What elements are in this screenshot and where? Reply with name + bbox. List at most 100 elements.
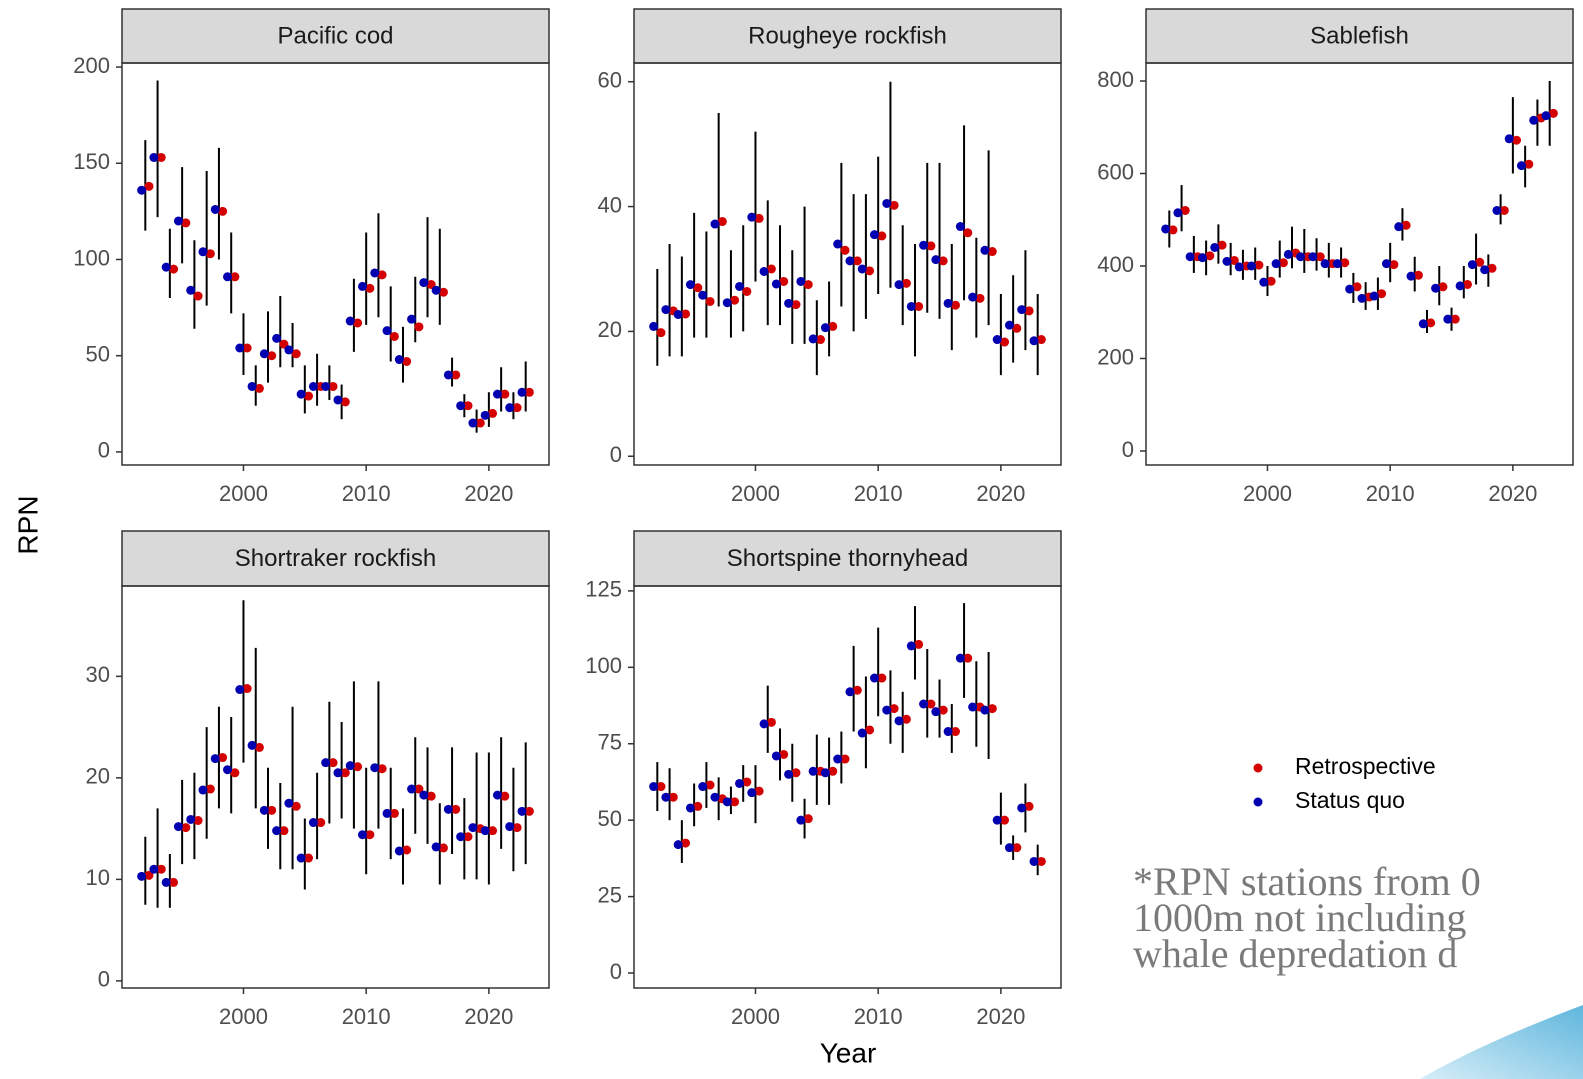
point xyxy=(500,389,510,399)
y-tick-label: 0 xyxy=(610,442,622,467)
point xyxy=(1036,856,1046,866)
point xyxy=(1389,260,1399,270)
point xyxy=(296,389,306,399)
point xyxy=(1450,314,1460,324)
x-tick-label: 2010 xyxy=(854,1004,903,1029)
point xyxy=(353,762,363,772)
point xyxy=(1296,252,1306,262)
point xyxy=(308,381,318,391)
point xyxy=(267,805,277,815)
point xyxy=(1401,220,1411,230)
legend-label: Retrospective xyxy=(1295,753,1436,779)
point xyxy=(1012,843,1022,853)
point xyxy=(1418,319,1428,329)
x-tick-label: 2010 xyxy=(342,481,391,506)
point xyxy=(296,853,306,863)
y-tick-label: 800 xyxy=(1097,67,1134,92)
point xyxy=(279,826,289,836)
point xyxy=(710,219,720,229)
point xyxy=(156,152,166,162)
point xyxy=(235,685,245,695)
point xyxy=(845,256,855,266)
point xyxy=(1492,205,1502,215)
point xyxy=(649,782,659,792)
point xyxy=(1283,249,1293,259)
legend-key xyxy=(1253,797,1263,807)
point xyxy=(852,685,862,695)
point xyxy=(488,408,498,418)
point xyxy=(840,245,850,255)
point xyxy=(1406,271,1416,281)
point xyxy=(223,765,233,775)
point xyxy=(803,280,813,290)
point xyxy=(735,281,745,291)
point xyxy=(505,822,515,832)
point xyxy=(198,785,208,795)
point xyxy=(693,283,703,293)
point xyxy=(1217,240,1227,250)
plot-marks xyxy=(649,603,1046,876)
facet-strip xyxy=(1145,8,1574,64)
x-axis-title: Year xyxy=(820,1037,877,1068)
facet-title: Shortspine thornyhead xyxy=(727,545,969,572)
point xyxy=(735,778,745,788)
note-line: 1000m not including xyxy=(1133,895,1466,940)
point xyxy=(950,300,960,310)
point xyxy=(505,403,515,413)
point xyxy=(156,864,166,874)
point xyxy=(1455,281,1465,291)
point xyxy=(480,826,490,836)
plot-marks xyxy=(1161,80,1558,334)
point xyxy=(169,264,179,274)
point xyxy=(1004,320,1014,330)
point xyxy=(980,245,990,255)
point xyxy=(1512,135,1522,145)
point xyxy=(480,410,490,420)
point xyxy=(894,716,904,726)
point xyxy=(186,285,196,295)
point xyxy=(205,784,215,794)
point xyxy=(272,826,282,836)
point xyxy=(144,870,154,880)
note-line: whale depredation d xyxy=(1133,931,1457,976)
point xyxy=(754,786,764,796)
y-tick-label: 200 xyxy=(1097,344,1134,369)
point xyxy=(1438,282,1448,292)
point xyxy=(1345,284,1355,294)
point xyxy=(333,395,343,405)
point xyxy=(1467,260,1477,270)
point xyxy=(808,766,818,776)
x-tick-label: 2000 xyxy=(219,481,268,506)
y-tick-label: 75 xyxy=(598,730,622,755)
y-axis-title: RPN xyxy=(12,495,43,554)
point xyxy=(1394,222,1404,232)
point xyxy=(1029,856,1039,866)
point xyxy=(419,790,429,800)
point xyxy=(747,212,757,222)
point xyxy=(223,272,233,282)
point xyxy=(791,300,801,310)
point xyxy=(382,326,392,336)
point xyxy=(685,803,695,813)
point xyxy=(791,768,801,778)
point xyxy=(316,818,326,828)
y-tick-label: 100 xyxy=(585,653,622,678)
point xyxy=(488,826,498,836)
point xyxy=(980,705,990,715)
point xyxy=(1480,265,1490,275)
y-tick-label: 400 xyxy=(1097,252,1134,277)
point xyxy=(1229,255,1239,265)
legend-label: Status quo xyxy=(1295,787,1405,813)
point xyxy=(1012,323,1022,333)
panel-border xyxy=(1145,62,1574,466)
point xyxy=(438,287,448,297)
point xyxy=(1017,305,1027,315)
point xyxy=(722,797,732,807)
point xyxy=(377,270,387,280)
point xyxy=(492,790,502,800)
plot-marks xyxy=(137,80,534,433)
point xyxy=(771,751,781,761)
point xyxy=(492,389,502,399)
point xyxy=(1029,336,1039,346)
point xyxy=(394,846,404,856)
